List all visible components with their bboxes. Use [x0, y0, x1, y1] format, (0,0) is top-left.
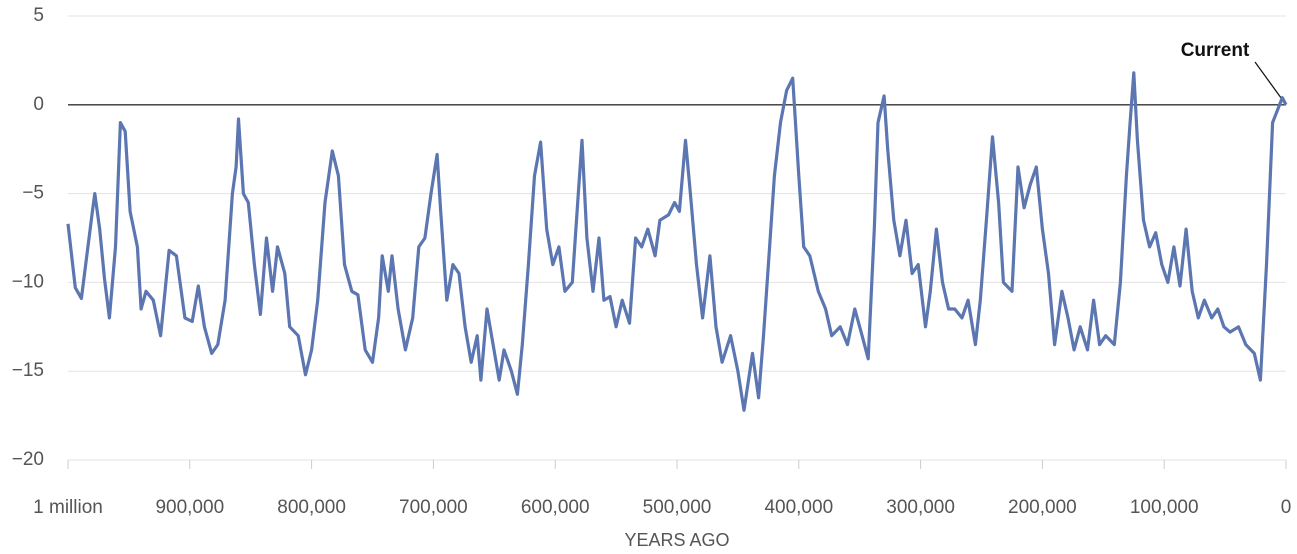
x-tick-label: 800,000 [277, 497, 346, 518]
x-tick-label: 400,000 [764, 497, 833, 518]
y-tick-label: −10 [12, 271, 44, 292]
y-tick-label: −20 [12, 449, 44, 470]
x-tick-label: 600,000 [521, 497, 590, 518]
x-axis-label: YEARS AGO [624, 530, 729, 550]
annotation-arrow [1254, 61, 1285, 103]
annotation: Current [1181, 40, 1250, 61]
x-tick-label: 1 million [33, 497, 103, 518]
data-line [66, 71, 1288, 412]
x-tick-label: 500,000 [643, 497, 712, 518]
x-tick-label: 200,000 [1008, 497, 1077, 518]
x-tick-label: 700,000 [399, 497, 468, 518]
x-tick-label: 0 [1281, 497, 1292, 518]
y-tick-label: 0 [33, 94, 44, 115]
y-tick-label: −15 [12, 360, 44, 381]
x-tick-label: 100,000 [1130, 497, 1199, 518]
y-tick-label: 5 [33, 5, 44, 26]
y-tick-label: −5 [22, 183, 44, 204]
x-tick-label: 300,000 [886, 497, 955, 518]
x-tick-label: 900,000 [155, 497, 224, 518]
